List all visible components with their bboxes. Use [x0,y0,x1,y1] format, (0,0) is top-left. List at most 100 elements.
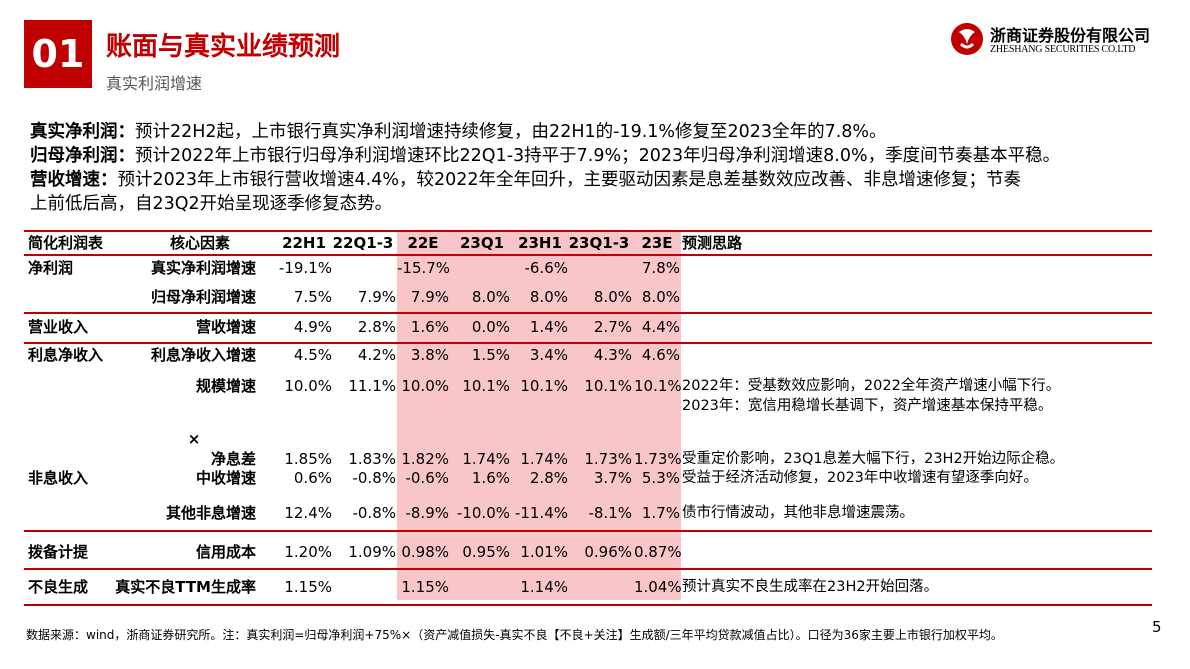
company-logo-icon [951,23,983,55]
factor-label: 真实不良TTM生成率 [115,578,256,596]
table-rule [24,530,1152,532]
value-cell: 4.3% [593,346,632,364]
value-cell: 1.4% [529,318,568,336]
value-cell: -0.8% [352,469,396,487]
value-cell: 0.0% [471,318,510,336]
value-cell: 10.1% [634,377,682,395]
source-note: 数据来源：wind，浙商证券研究所。注：真实利润=归母净利润+75%×（资产减值… [26,628,1003,642]
summary-line: 上前低后高，自23Q2开始呈现逐季修复态势。 [30,192,1170,216]
value-cell: 3.4% [529,346,568,364]
value-cell: 3.7% [593,469,632,487]
value-cell: -19.1% [278,259,332,277]
group-label: 净利润 [28,259,74,277]
logo-cn-text: 浙商证券股份有限公司 [990,26,1151,45]
forecast-note: 受重定价影响，23Q1息差大幅下行，23H2开始边际企稳。 [682,451,1065,467]
header-cell: 核心因素 [170,234,231,252]
factor-label: 其他非息增速 [165,504,256,522]
group-label: 营业收入 [28,318,89,336]
summary-text: 预计2022年上市银行归母净利润增速环比22Q1-3持平于7.9%；2023年归… [135,146,1061,166]
value-cell: -8.1% [588,504,632,522]
summary-label: 归母净利润： [30,146,135,166]
value-cell: -10.0% [456,504,510,522]
value-cell: 4.2% [357,346,396,364]
logo-en-text: ZHESHANG SECURITIES CO.LTD [990,44,1136,55]
header-cell: 22H1 [282,234,326,252]
header-cell: 22Q1-3 [332,234,394,252]
company-logo: 浙商证券股份有限公司 ZHESHANG SECURITIES CO.LTD [950,22,1170,66]
value-cell: 1.6% [471,469,510,487]
value-cell: -6.6% [524,259,568,277]
value-cell: 8.0% [471,288,510,306]
header-cell: 23H1 [518,234,562,252]
group-label: 利息净收入 [28,346,104,364]
value-cell: 2.8% [529,469,568,487]
value-cell: 2.7% [593,318,632,336]
value-cell: 10.0% [284,377,332,395]
value-cell: 4.4% [641,318,680,336]
value-cell: 12.4% [284,504,332,522]
value-cell: -8.9% [405,504,449,522]
multiply-sign: × [187,430,201,448]
factor-label: 中收增速 [195,469,256,487]
value-cell: 1.74% [520,450,568,468]
factor-label: 规模增速 [195,377,256,395]
group-label: 不良生成 [28,578,89,596]
value-cell: 1.83% [348,450,396,468]
value-cell: 4.9% [293,318,332,336]
value-cell: -0.8% [352,504,396,522]
table-rule [24,312,1152,314]
summary-line: 归母净利润：预计2022年上市银行归母净利润增速环比22Q1-3持平于7.9%；… [30,144,1170,168]
value-cell: 1.74% [462,450,510,468]
summary-block: 真实净利润：预计22H2起，上市银行真实净利润增速持续修复，由22H1的-19.… [30,120,1170,216]
value-cell: 10.1% [584,377,632,395]
forecast-note: 债市行情波动，其他非息增速震荡。 [682,505,914,521]
forecast-table: 简化利润表 核心因素 22H1 22Q1-3 22E 23Q1 23H1 23Q… [24,230,1152,610]
value-cell: 4.6% [641,346,680,364]
forecast-highlight-band [397,230,681,600]
table-rule [24,254,1152,256]
group-label: 非息收入 [28,469,89,487]
value-cell: 10.1% [462,377,510,395]
summary-text: 预计2023年上市银行营收增速4.4%，较2022年全年回升，主要驱动因素是息差… [117,170,1022,190]
page-subtitle: 真实利润增速 [106,74,203,93]
table-rule [24,568,1152,570]
value-cell: 4.5% [293,346,332,364]
value-cell: 1.15% [284,578,332,596]
summary-text: 上前低后高，自23Q2开始呈现逐季修复态势。 [30,194,393,214]
value-cell: 1.04% [634,578,682,596]
forecast-note: 2023年：宽信用稳增长基调下，资产增速基本保持平稳。 [682,398,1053,414]
value-cell: 0.87% [634,543,682,561]
summary-label: 真实净利润： [30,122,135,142]
value-cell: 8.0% [641,288,680,306]
value-cell: 1.5% [471,346,510,364]
forecast-note: 受益于经济活动修复，2023年中收增速有望逐季向好。 [682,470,1038,486]
value-cell: 10.1% [520,377,568,395]
summary-line: 营收增速：预计2023年上市银行营收增速4.4%，较2022年全年回升，主要驱动… [30,168,1170,192]
page-number: 5 [1152,618,1162,636]
header-cell: 简化利润表 [28,234,104,252]
value-cell: 1.09% [348,543,396,561]
value-cell: 1.01% [520,543,568,561]
value-cell: 1.20% [284,543,332,561]
value-cell: 0.98% [401,543,449,561]
summary-label: 营收增速： [30,170,118,190]
value-cell: 8.0% [529,288,568,306]
factor-label: 归母净利润增速 [150,288,256,306]
value-cell: -15.7% [397,259,451,277]
header-cell: 23Q1-3 [568,234,630,252]
value-cell: 1.82% [401,450,449,468]
forecast-note: 预计真实不良生成率在23H2开始回落。 [682,579,939,595]
header-cell: 23Q1 [459,234,505,252]
factor-label: 真实净利润增速 [150,259,256,277]
value-cell: 5.3% [641,469,680,487]
summary-line: 真实净利润：预计22H2起，上市银行真实净利润增速持续修复，由22H1的-19.… [30,120,1170,144]
value-cell: 10.0% [401,377,449,395]
value-cell: 1.15% [401,578,449,596]
value-cell: -11.4% [514,504,568,522]
header-cell: 预测思路 [682,234,743,252]
group-label: 拨备计提 [28,543,89,561]
value-cell: 11.1% [348,377,396,395]
value-cell: 7.5% [293,288,332,306]
table-rule [24,342,1152,344]
value-cell: 1.14% [520,578,568,596]
